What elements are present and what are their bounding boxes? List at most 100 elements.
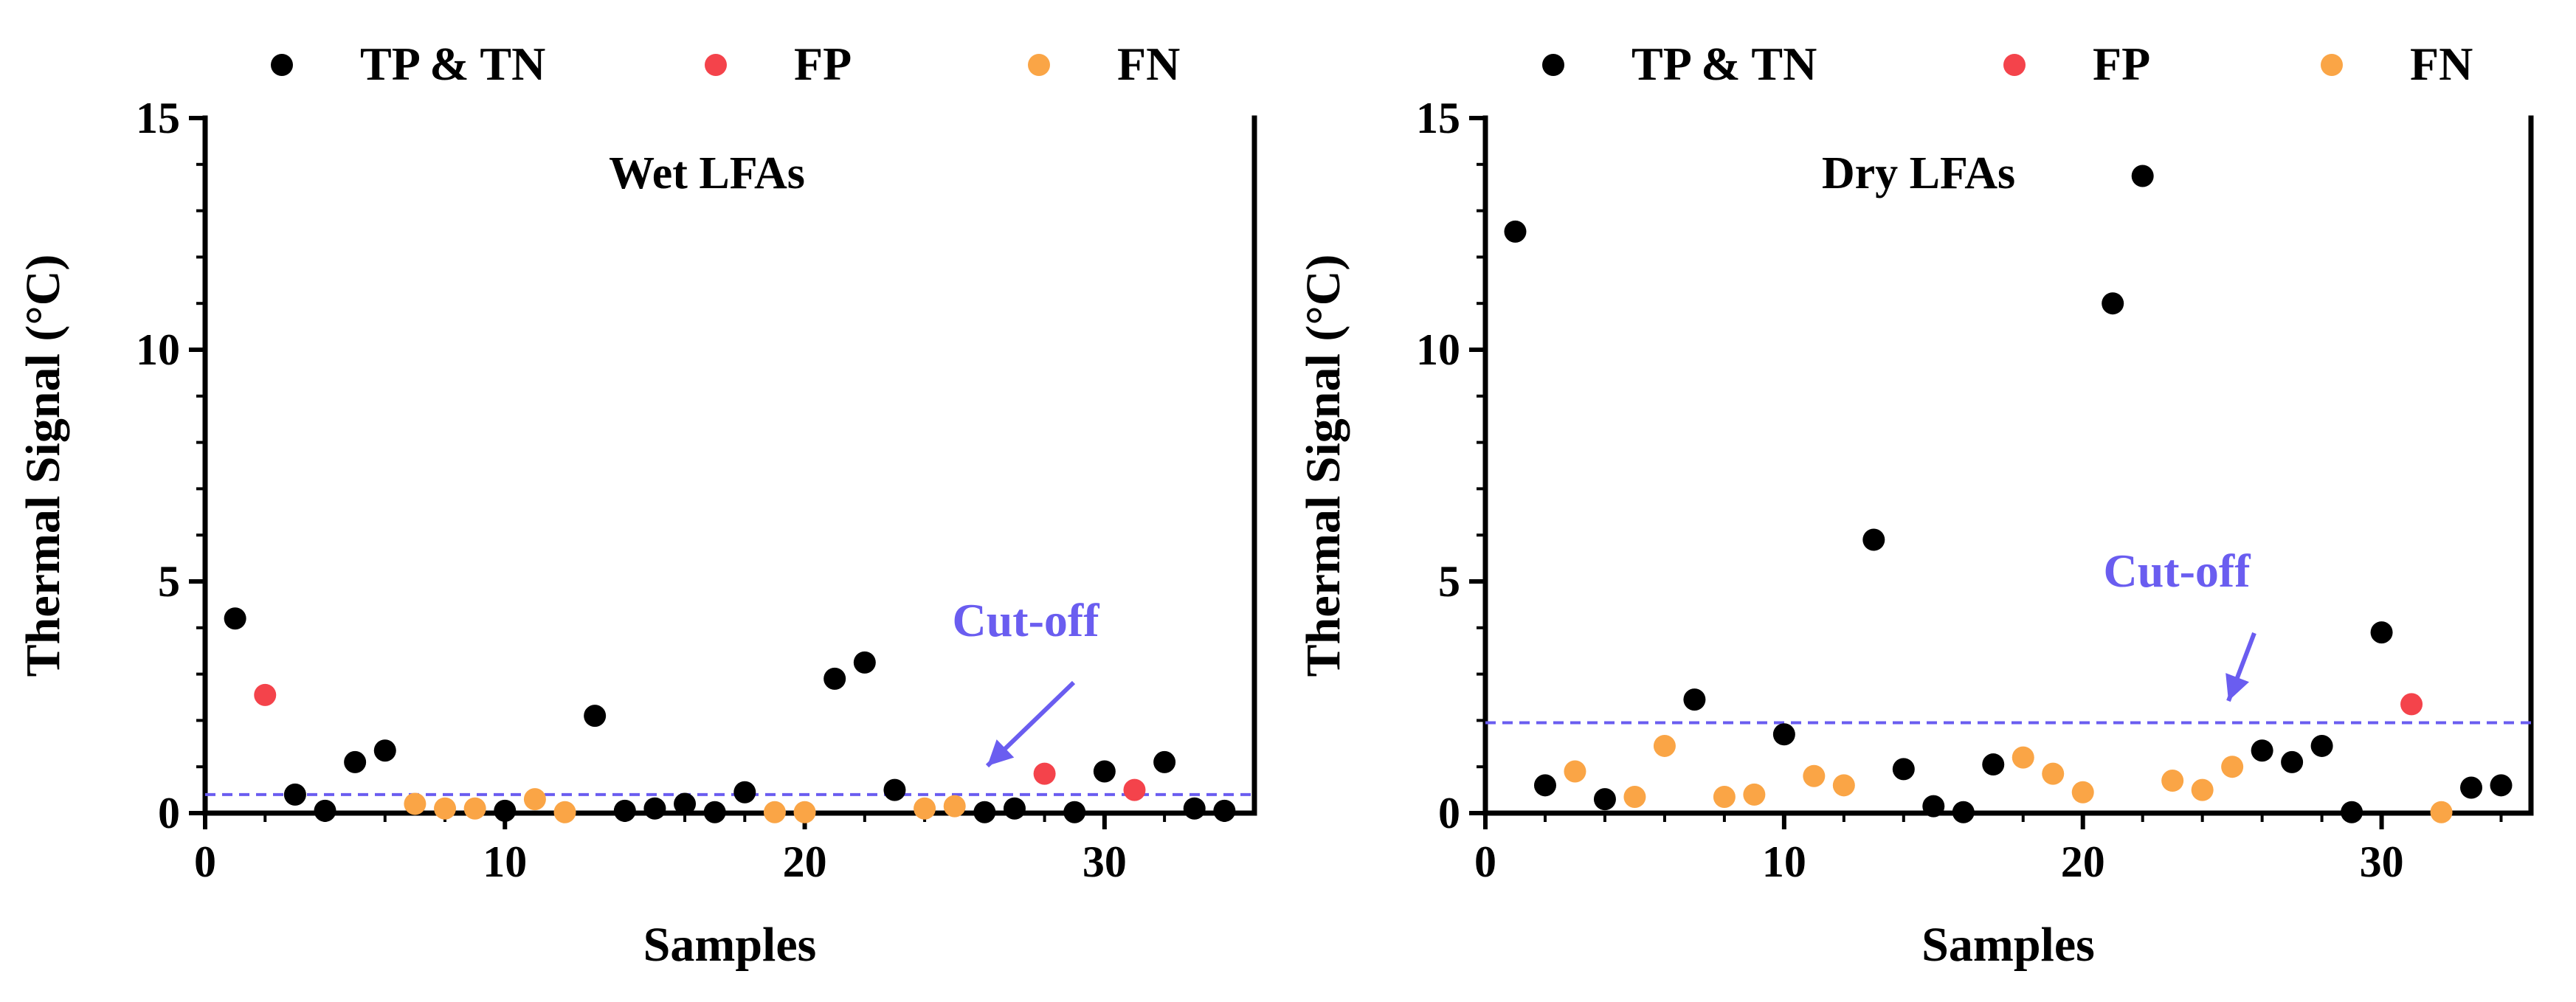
x-tick-label: 10 bbox=[1762, 837, 1806, 886]
data-point-tp_tn bbox=[643, 797, 666, 820]
legend-label-fn: FN bbox=[2410, 38, 2473, 90]
data-point-fn bbox=[1832, 774, 1855, 797]
data-point-tp_tn bbox=[2281, 750, 2304, 773]
data-point-tp_tn bbox=[1862, 528, 1885, 551]
data-point-tp_tn bbox=[853, 651, 876, 674]
data-point-tp_tn bbox=[1063, 801, 1086, 823]
y-tick-label: 10 bbox=[136, 325, 180, 374]
legend-label-tp_tn: TP & TN bbox=[1631, 38, 1817, 90]
data-point-fn bbox=[404, 792, 427, 815]
chart-panel-2: TP & TN FP FN 0 5 10 15 0 10 20 30 Samples Thermal S… bbox=[1296, 38, 2534, 972]
data-point-tp_tn bbox=[1922, 795, 1945, 818]
legend-label-fp: FP bbox=[2093, 38, 2150, 90]
data-point-tp_tn bbox=[2251, 739, 2273, 762]
data-point-tp_tn bbox=[1093, 760, 1116, 783]
x-tick-label: 0 bbox=[1474, 837, 1496, 886]
data-point-tp_tn bbox=[2102, 292, 2124, 315]
data-point-tp_tn bbox=[883, 778, 906, 801]
data-point-tp_tn bbox=[584, 705, 607, 728]
data-point-fn bbox=[523, 788, 546, 811]
data-point-fn bbox=[1803, 764, 1826, 787]
data-point-fn bbox=[1623, 786, 1646, 809]
data-point-fp bbox=[2400, 693, 2423, 716]
x-axis-label: Samples bbox=[643, 918, 817, 972]
data-point-tp_tn bbox=[1952, 801, 1975, 823]
data-point-fp bbox=[1123, 778, 1146, 801]
data-point-tp_tn bbox=[494, 799, 517, 822]
data-point-fn bbox=[793, 801, 816, 823]
data-point-fn bbox=[1564, 760, 1586, 783]
data-point-tp_tn bbox=[1982, 753, 2005, 776]
x-tick-label: 20 bbox=[2061, 837, 2105, 886]
data-point-tp_tn bbox=[674, 792, 697, 815]
data-point-tp_tn bbox=[1683, 688, 1706, 711]
y-tick-label: 10 bbox=[1416, 325, 1460, 374]
data-point-fn bbox=[2221, 756, 2244, 778]
legend-marker-fp bbox=[2003, 54, 2026, 76]
data-point-fn bbox=[553, 801, 576, 823]
y-tick-label: 15 bbox=[1416, 94, 1460, 142]
legend-marker-tp_tn bbox=[1542, 54, 1564, 76]
x-tick-label: 20 bbox=[783, 837, 827, 886]
y-tick-label: 0 bbox=[158, 789, 180, 837]
data-point-tp_tn bbox=[2310, 734, 2333, 757]
data-point-tp_tn bbox=[2131, 165, 2154, 187]
data-point-fn bbox=[2042, 762, 2065, 785]
data-point-fn bbox=[1653, 734, 1676, 757]
data-point-fn bbox=[2012, 746, 2034, 769]
data-point-tp_tn bbox=[224, 607, 246, 630]
cutoff-arrow-head bbox=[2225, 673, 2249, 701]
x-tick-label: 0 bbox=[194, 837, 216, 886]
x-tick-label: 30 bbox=[1082, 837, 1127, 886]
y-axis-label: Thermal Signal (°C) bbox=[1296, 255, 1350, 677]
data-point-tp_tn bbox=[1772, 723, 1795, 746]
data-point-fp bbox=[254, 683, 277, 706]
legend-label-fp: FP bbox=[794, 38, 852, 90]
data-point-tp_tn bbox=[2460, 776, 2483, 799]
data-point-fp bbox=[1033, 762, 1056, 785]
data-point-tp_tn bbox=[823, 667, 846, 690]
legend-marker-fn bbox=[1028, 54, 1050, 76]
x-axis-label: Samples bbox=[1921, 918, 2095, 972]
data-point-fn bbox=[943, 795, 966, 818]
panel-title: Dry LFAs bbox=[1822, 148, 2015, 198]
y-tick-label: 5 bbox=[1438, 557, 1460, 606]
data-point-tp_tn bbox=[1892, 758, 1915, 781]
data-point-fn bbox=[2071, 781, 2094, 804]
x-tick-label: 30 bbox=[2360, 837, 2404, 886]
data-point-tp_tn bbox=[1183, 797, 1206, 820]
data-point-fn bbox=[463, 797, 486, 820]
data-point-fn bbox=[914, 797, 936, 820]
data-point-tp_tn bbox=[2341, 801, 2363, 823]
cutoff-label: Cut-off bbox=[952, 594, 1099, 646]
data-point-fn bbox=[2161, 770, 2184, 792]
legend-marker-fn bbox=[2321, 54, 2343, 76]
data-point-tp_tn bbox=[344, 750, 367, 773]
data-point-tp_tn bbox=[314, 799, 336, 822]
legend-marker-fp bbox=[705, 54, 727, 76]
data-point-tp_tn bbox=[1153, 750, 1176, 773]
data-point-fn bbox=[434, 797, 457, 820]
data-point-tp_tn bbox=[1593, 788, 1616, 811]
data-point-tp_tn bbox=[733, 781, 756, 804]
data-point-fn bbox=[2191, 778, 2214, 801]
data-point-tp_tn bbox=[613, 799, 636, 822]
data-point-tp_tn bbox=[2370, 621, 2393, 644]
data-point-fn bbox=[763, 801, 786, 823]
data-point-fn bbox=[1743, 783, 1766, 806]
legend-marker-tp_tn bbox=[271, 54, 293, 76]
panel-title: Wet LFAs bbox=[609, 148, 805, 198]
data-point-tp_tn bbox=[703, 801, 726, 823]
y-tick-label: 15 bbox=[136, 94, 180, 142]
legend-label-tp_tn: TP & TN bbox=[360, 38, 545, 90]
data-point-fn bbox=[2430, 801, 2453, 823]
x-tick-label: 10 bbox=[483, 837, 527, 886]
cutoff-label: Cut-off bbox=[2103, 545, 2251, 597]
data-point-tp_tn bbox=[2490, 774, 2513, 797]
y-axis-label: Thermal Signal (°C) bbox=[16, 255, 70, 677]
chart-panel-1: TP & TN FP FN 0 5 10 15 0 10 20 30 Samples Thermal S… bbox=[16, 38, 1257, 972]
legend-label-fn: FN bbox=[1117, 38, 1180, 90]
data-point-tp_tn bbox=[1213, 799, 1236, 822]
data-point-tp_tn bbox=[1533, 774, 1556, 797]
